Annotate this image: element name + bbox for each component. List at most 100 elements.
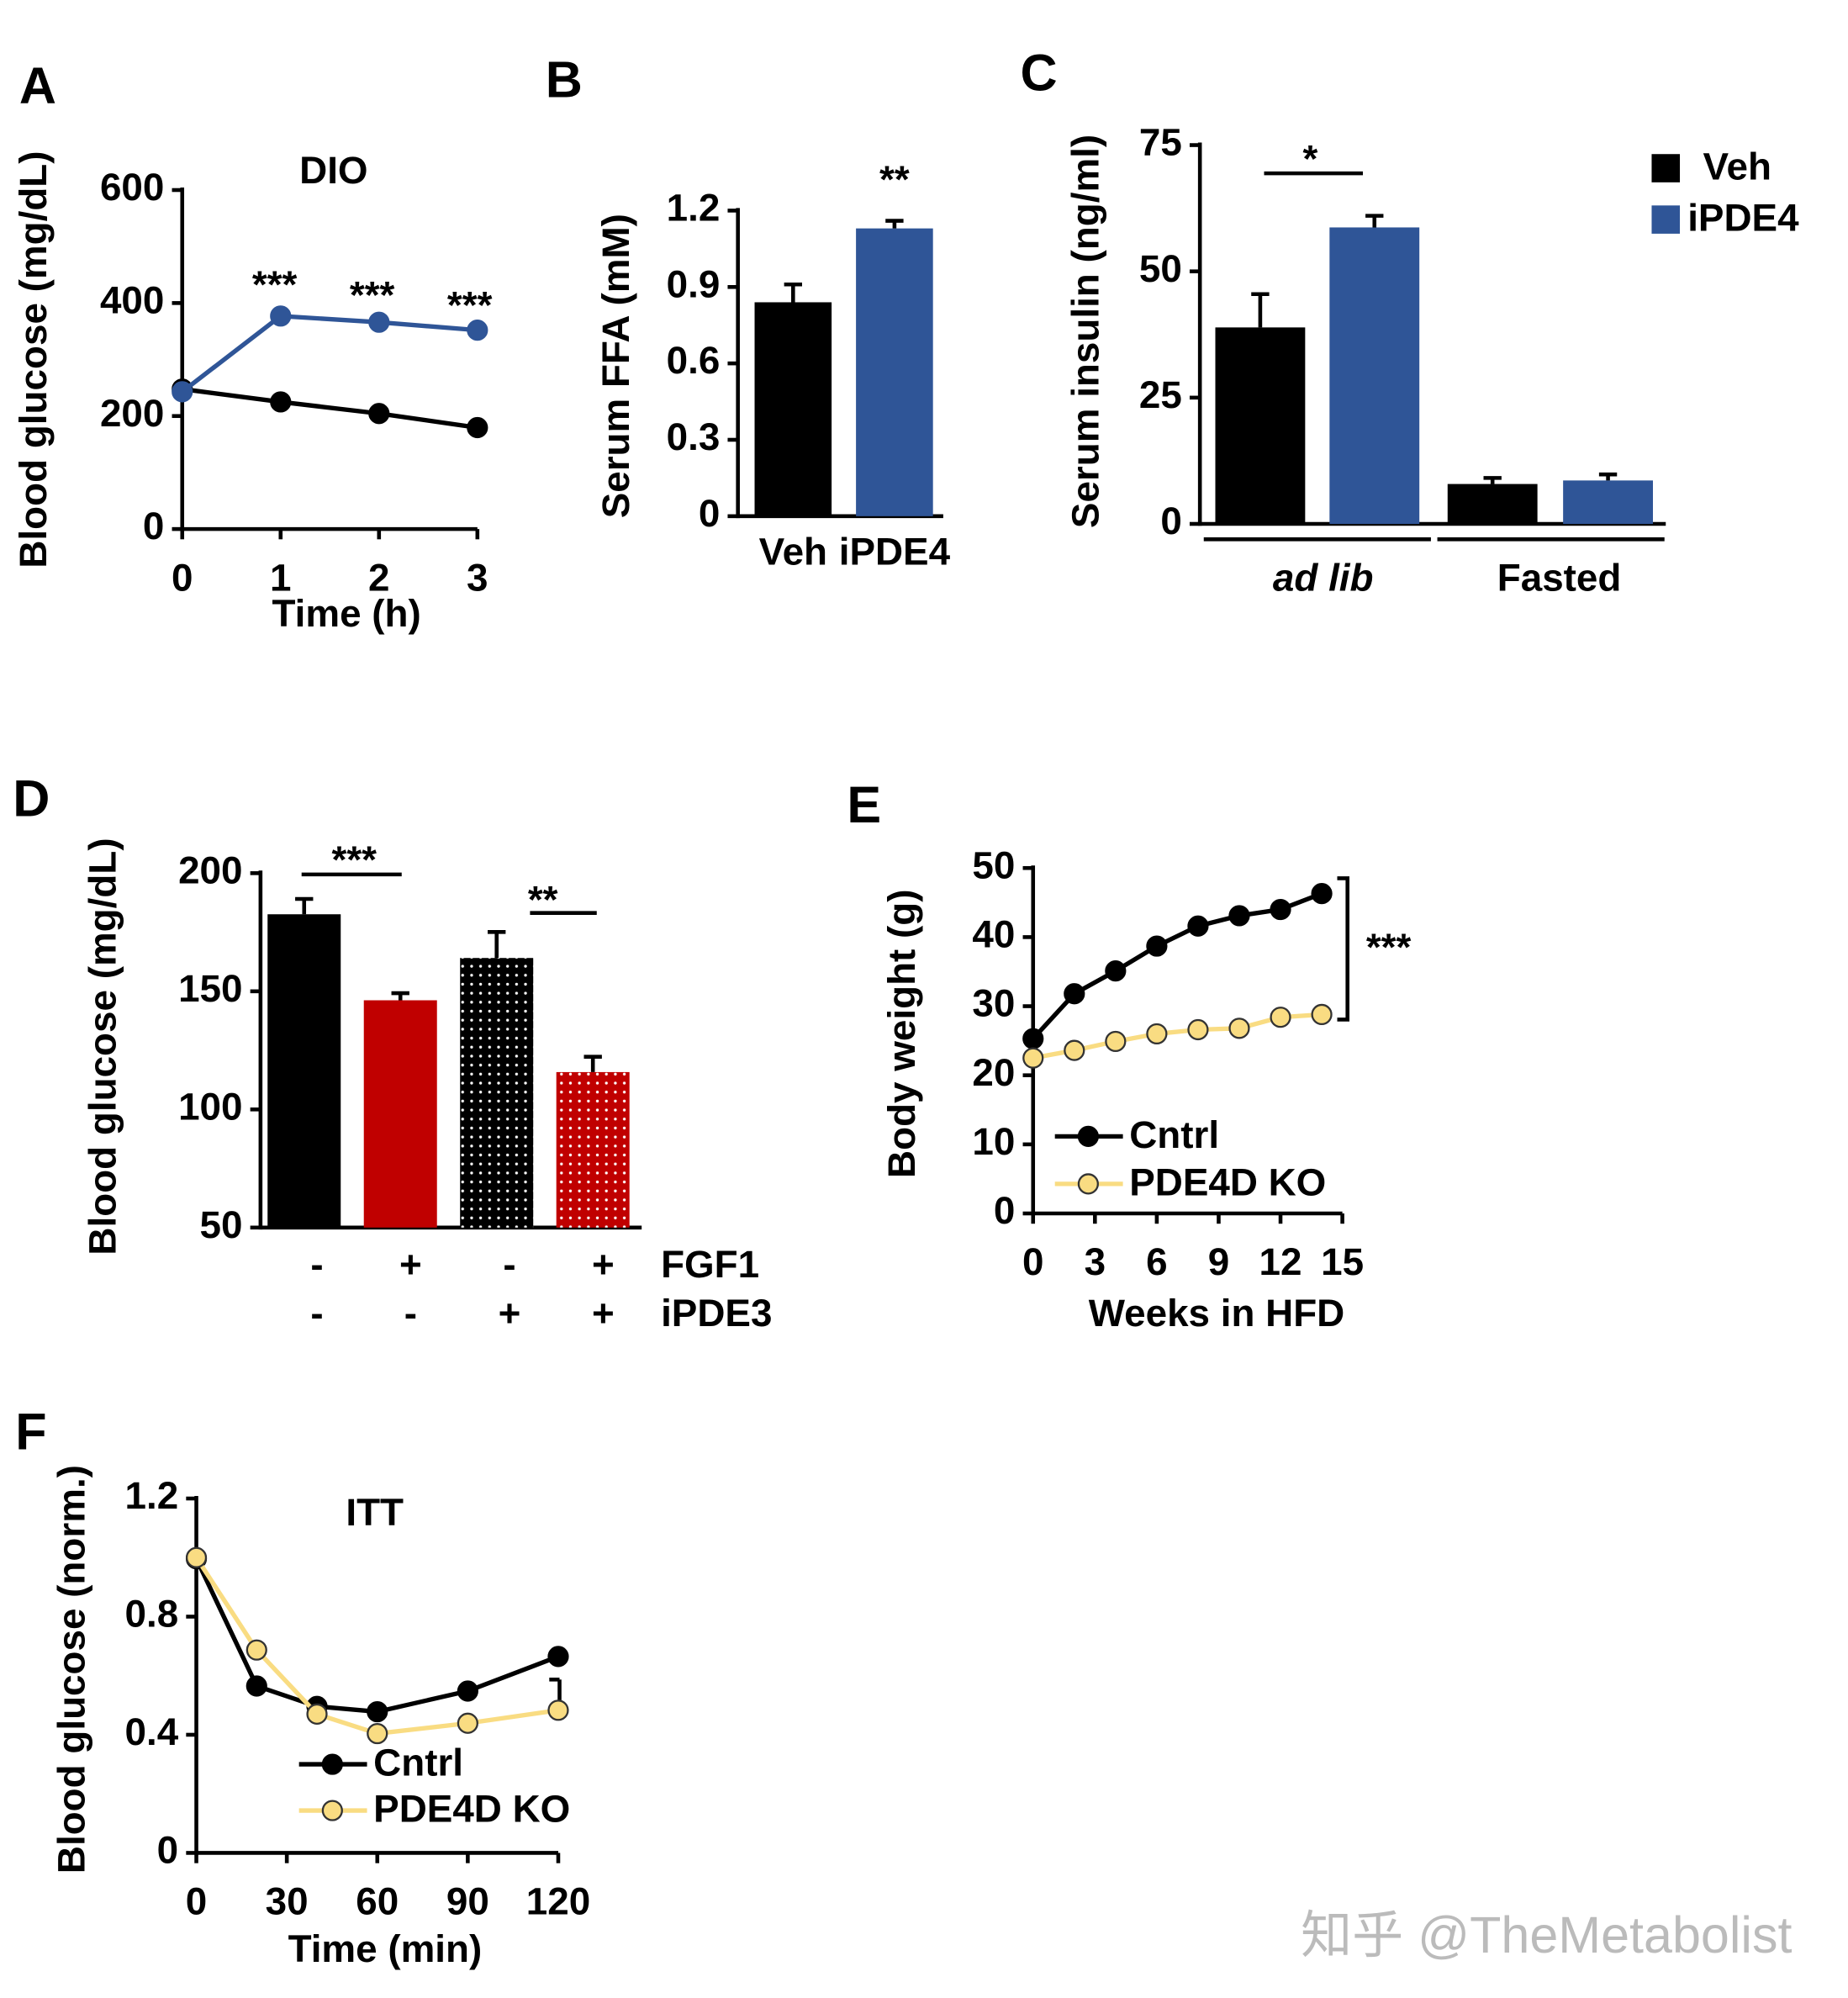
condition-sign: - bbox=[310, 1243, 323, 1286]
y-tick-label: 200 bbox=[178, 848, 242, 891]
x-tick-label: 0 bbox=[1022, 1240, 1043, 1283]
y-tick-label: 40 bbox=[972, 912, 1015, 955]
error-bar bbox=[488, 930, 506, 959]
bar bbox=[1563, 480, 1653, 525]
error-bar bbox=[885, 219, 904, 229]
significance-label: ** bbox=[528, 879, 558, 922]
bar bbox=[1329, 227, 1420, 525]
data-point bbox=[270, 391, 292, 413]
y-tick-label: 50 bbox=[972, 843, 1015, 886]
y-tick-label: 25 bbox=[1139, 373, 1182, 416]
data-point bbox=[457, 1680, 478, 1702]
significance-label: *** bbox=[332, 838, 378, 881]
watermark: 知乎 @TheMetabolist bbox=[1301, 1906, 1792, 1964]
x-axis-label: Weeks in HFD bbox=[1089, 1292, 1344, 1335]
data-point bbox=[367, 1700, 388, 1723]
data-point bbox=[306, 1703, 328, 1725]
data-point bbox=[457, 1712, 478, 1734]
legend-swatch bbox=[1651, 205, 1681, 234]
x-tick-label: ad lib bbox=[1273, 556, 1374, 599]
legend-label: Cntrl bbox=[373, 1742, 463, 1784]
error-bar bbox=[1251, 292, 1270, 328]
significance-bracket bbox=[1337, 876, 1349, 1022]
bar bbox=[363, 1000, 437, 1228]
x-tick-label: 12 bbox=[1259, 1240, 1302, 1283]
legend-marker bbox=[321, 1753, 343, 1775]
x-tick-label: 15 bbox=[1321, 1240, 1364, 1283]
panel-label: B bbox=[546, 50, 583, 108]
condition-sign: + bbox=[499, 1292, 521, 1335]
error-bar bbox=[583, 1054, 602, 1072]
x-tick-label: 120 bbox=[526, 1880, 590, 1923]
error-bar bbox=[1483, 476, 1502, 484]
bar bbox=[556, 1071, 630, 1228]
x-tick-label: 6 bbox=[1146, 1240, 1167, 1283]
condition-label: iPDE3 bbox=[661, 1292, 772, 1335]
y-tick-label: 0.9 bbox=[667, 262, 721, 305]
error-bar bbox=[391, 991, 409, 1001]
legend-label: iPDE4 bbox=[1687, 197, 1799, 240]
data-point bbox=[1187, 1018, 1209, 1041]
y-tick-label: 75 bbox=[1139, 121, 1182, 164]
y-tick-label: 50 bbox=[1139, 247, 1182, 290]
y-tick-label: 0.8 bbox=[125, 1593, 179, 1636]
y-tick-label: 0 bbox=[1160, 500, 1181, 542]
x-axis-label: Time (h) bbox=[272, 592, 421, 635]
data-point bbox=[367, 1722, 388, 1745]
bar bbox=[754, 302, 832, 516]
bar bbox=[856, 228, 933, 516]
chart-title: DIO bbox=[299, 149, 367, 192]
data-point bbox=[1270, 1007, 1291, 1028]
x-tick-label: 3 bbox=[467, 556, 488, 599]
bar bbox=[460, 958, 534, 1228]
data-point bbox=[1022, 1028, 1044, 1049]
y-tick-label: 20 bbox=[972, 1051, 1015, 1094]
data-point bbox=[1146, 1023, 1168, 1045]
x-tick-label: iPDE4 bbox=[839, 531, 951, 574]
data-point bbox=[185, 1546, 208, 1568]
significance-label: *** bbox=[252, 263, 298, 306]
x-tick-label: 2 bbox=[368, 556, 389, 599]
series-line bbox=[181, 314, 478, 394]
series-line bbox=[194, 1556, 559, 1736]
significance-label: *** bbox=[350, 273, 395, 316]
bar bbox=[267, 914, 341, 1228]
legend-label: PDE4D KO bbox=[373, 1788, 570, 1831]
panel-label: F bbox=[15, 1403, 46, 1460]
y-tick-label: 600 bbox=[100, 166, 164, 209]
data-point bbox=[467, 416, 488, 439]
error-bar bbox=[784, 282, 802, 303]
y-tick-label: 150 bbox=[178, 967, 242, 1010]
data-point bbox=[1064, 1039, 1085, 1061]
data-point bbox=[172, 381, 193, 403]
data-point bbox=[1311, 1003, 1333, 1026]
legend-label: Veh bbox=[1703, 145, 1771, 188]
x-tick-label: 9 bbox=[1208, 1240, 1229, 1283]
x-tick-label: 30 bbox=[266, 1880, 309, 1923]
data-point bbox=[1022, 1047, 1044, 1069]
legend-marker bbox=[1077, 1173, 1099, 1195]
y-tick-label: 50 bbox=[200, 1203, 243, 1246]
panel-label: A bbox=[19, 57, 56, 114]
data-point bbox=[368, 311, 390, 333]
data-point bbox=[246, 1675, 267, 1697]
x-tick-label: Fasted bbox=[1497, 556, 1622, 599]
legend-marker bbox=[321, 1800, 343, 1821]
chart-title: ITT bbox=[346, 1491, 404, 1534]
condition-sign: + bbox=[399, 1243, 422, 1286]
condition-sign: - bbox=[404, 1292, 417, 1335]
panel-label: E bbox=[847, 776, 881, 833]
x-tick-label: 60 bbox=[356, 1880, 399, 1923]
x-tick-label: 0 bbox=[186, 1880, 207, 1923]
y-axis-label: Body weight (g) bbox=[880, 889, 923, 1178]
legend-label: Cntrl bbox=[1129, 1113, 1219, 1156]
y-axis-label: Serum insulin (ng/ml) bbox=[1064, 135, 1106, 528]
y-tick-label: 100 bbox=[178, 1085, 242, 1128]
panel-label: C bbox=[1020, 45, 1057, 102]
significance-label: ** bbox=[879, 158, 910, 201]
panel-label: D bbox=[13, 769, 50, 827]
data-point bbox=[1064, 983, 1085, 1005]
error-bar bbox=[295, 896, 314, 915]
data-point bbox=[1105, 1030, 1127, 1053]
